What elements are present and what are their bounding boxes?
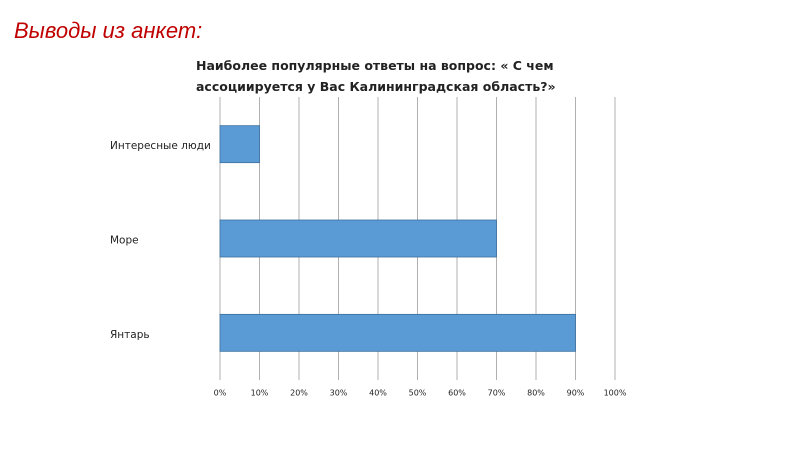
x-tick-label: 100% <box>604 389 627 398</box>
bar <box>219 313 576 352</box>
x-tick-label: 0% <box>214 389 227 398</box>
slide-title: Выводы из анкет: <box>14 18 203 43</box>
x-tick-label: 30% <box>330 389 348 398</box>
x-tick-label: 20% <box>290 389 308 398</box>
x-tick-label: 60% <box>448 389 466 398</box>
y-tick-label: Море <box>110 235 139 247</box>
bar <box>219 219 497 258</box>
bar <box>219 125 260 164</box>
x-tick-label: 70% <box>488 389 506 398</box>
x-tick-label: 80% <box>527 389 545 398</box>
x-tick-label: 50% <box>409 389 427 398</box>
chart-title: Наиболее популярные ответы на вопрос: « … <box>196 58 556 94</box>
x-tick-label: 10% <box>251 389 269 398</box>
x-tick-label: 90% <box>567 389 585 398</box>
y-tick-label: Янтарь <box>110 329 150 341</box>
x-tick-label: 40% <box>369 389 387 398</box>
y-tick-label: Интересные люди <box>110 140 211 152</box>
